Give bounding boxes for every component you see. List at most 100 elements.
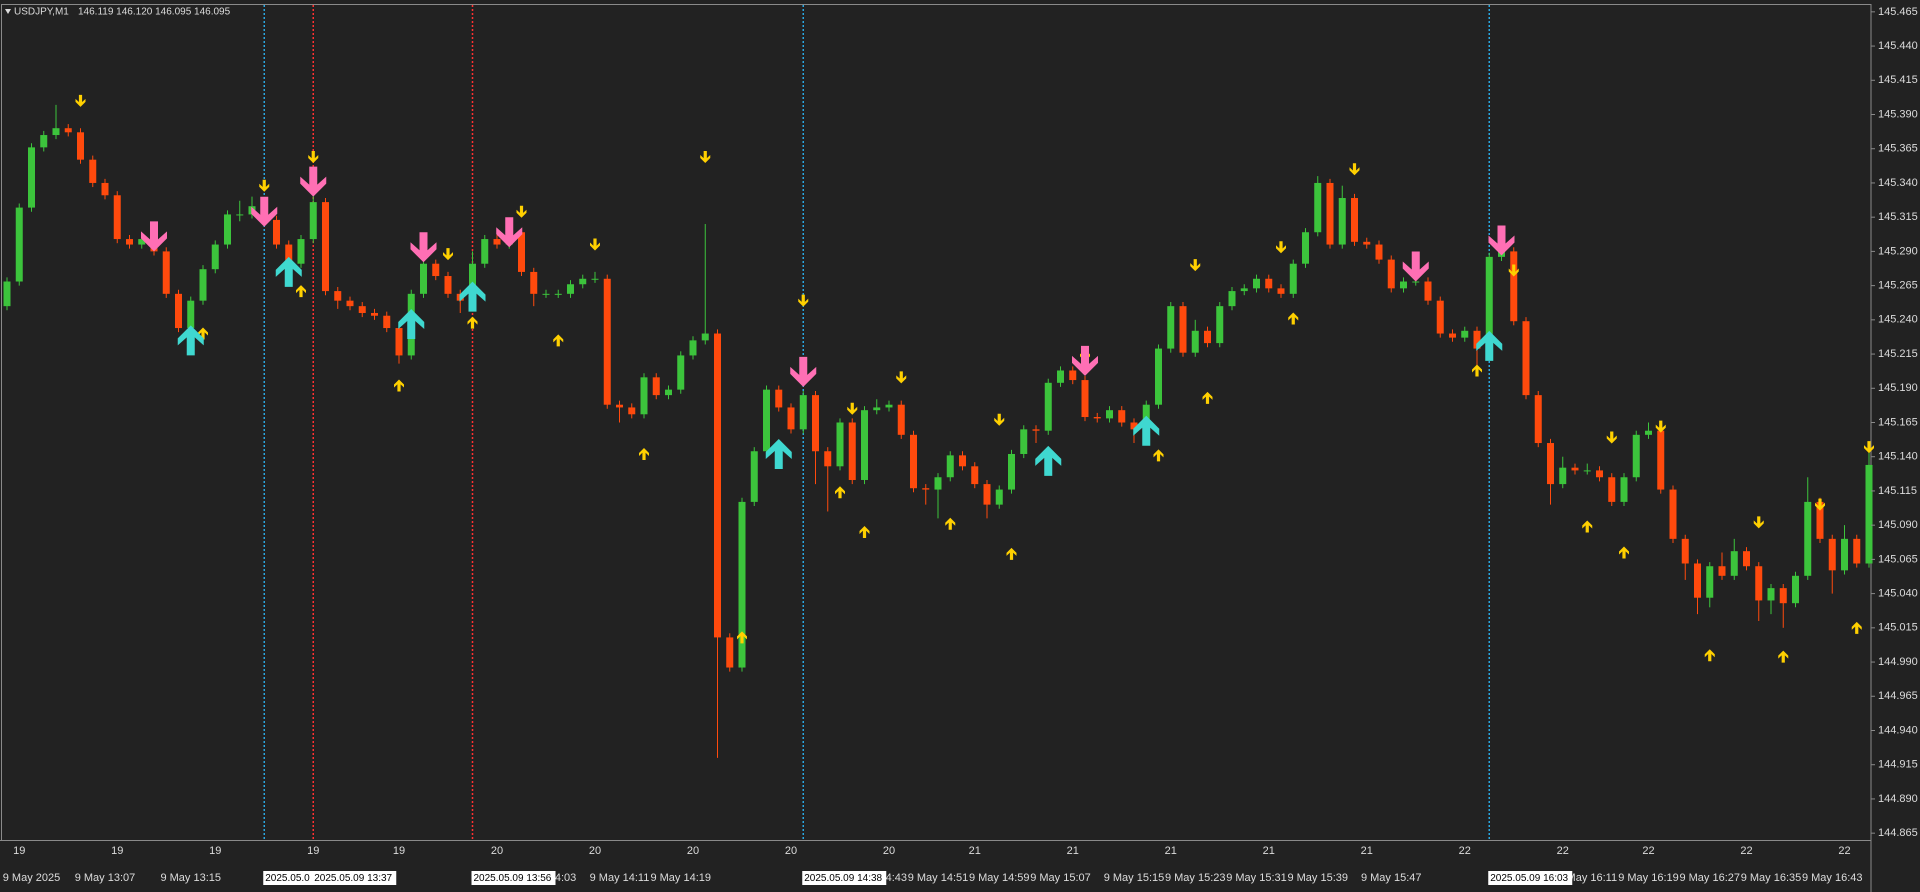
candle-body — [946, 455, 954, 478]
candle-body — [1510, 251, 1518, 322]
candle-body — [493, 239, 501, 245]
signal-arrow — [590, 238, 600, 251]
signal-arrow — [1349, 163, 1360, 176]
candles — [3, 104, 1873, 758]
time-highlight-box — [802, 871, 887, 885]
candle-body — [285, 244, 293, 264]
signal-arrow — [1402, 251, 1429, 282]
signal-arrow — [896, 371, 907, 384]
candle-body — [812, 395, 819, 452]
candle-body — [371, 312, 378, 316]
symbol-title: USDJPY,M1 — [14, 7, 69, 18]
y-tick-label: 145.465 — [1878, 6, 1918, 18]
signal-arrow — [790, 356, 817, 387]
signal-arrow — [1619, 546, 1629, 559]
y-tick-label: 145.040 — [1878, 588, 1918, 600]
candle-body — [1032, 429, 1040, 431]
candle-body — [701, 333, 709, 341]
candle-body — [1044, 382, 1052, 431]
day-label: 19 — [307, 845, 319, 857]
signal-arrow — [765, 438, 792, 469]
time-label: 9 May 13:07 — [75, 872, 136, 884]
candle-body — [1069, 370, 1077, 381]
candle-body — [1816, 501, 1824, 539]
candle-body — [1645, 430, 1652, 435]
candle-body — [1632, 434, 1640, 478]
candle-body — [3, 281, 11, 307]
y-tick-label: 145.215 — [1878, 348, 1918, 360]
candle-body — [542, 293, 550, 295]
time-highlight-box — [1488, 871, 1573, 885]
candle-body — [1253, 278, 1260, 289]
candle-body — [1338, 198, 1346, 245]
candle-body — [1424, 281, 1432, 301]
signal-arrow — [410, 232, 437, 263]
signal-arrow — [1815, 498, 1825, 511]
day-label: 21 — [1165, 845, 1177, 857]
candle-body — [297, 239, 305, 264]
candle-body — [1130, 422, 1138, 430]
time-highlight-label: 2025.05.09 14:38 — [804, 873, 882, 884]
candle-body — [1559, 467, 1567, 485]
time-label: 9 May 13:15 — [160, 872, 221, 884]
candle-body — [1093, 417, 1101, 419]
candle-body — [554, 293, 562, 295]
candle-body — [1216, 306, 1224, 344]
candle-body — [1191, 330, 1199, 353]
menu-triangle[interactable] — [5, 9, 11, 14]
signal-arrow — [945, 517, 956, 530]
candle-body — [187, 300, 195, 329]
candle-body — [530, 271, 538, 294]
candle-body — [1571, 467, 1579, 471]
candle-body — [1547, 443, 1554, 485]
candle-body — [1363, 241, 1371, 245]
candle-body — [1755, 566, 1763, 601]
day-label: 20 — [687, 845, 699, 857]
candle-body — [1534, 395, 1542, 444]
signal-arrow — [1606, 431, 1617, 444]
time-label: 9 May 15:15 — [1104, 872, 1165, 884]
candle-body — [726, 637, 734, 668]
y-tick-label: 145.365 — [1878, 143, 1918, 155]
candle-body — [677, 355, 685, 390]
candle-body — [922, 488, 930, 490]
signal-arrow — [443, 248, 453, 261]
candle-body — [138, 239, 146, 245]
candle-body — [1865, 464, 1873, 564]
candle-body — [1020, 429, 1028, 454]
candle-body — [1804, 501, 1812, 576]
candle-body — [518, 232, 525, 272]
candle-body — [1694, 563, 1701, 598]
time-label: 9 May 15:47 — [1361, 872, 1422, 884]
day-label: 22 — [1838, 845, 1850, 857]
time-label: 9 May 14:51 — [908, 872, 969, 884]
candle-body — [1522, 321, 1530, 396]
candle-body — [1277, 288, 1285, 294]
candle-body — [885, 404, 893, 408]
signal-arrow — [1508, 264, 1519, 277]
candle-body — [1289, 263, 1297, 294]
candle-body — [1596, 470, 1603, 478]
y-tick-label: 145.290 — [1878, 245, 1918, 257]
candle-body — [162, 251, 170, 294]
y-tick-label: 145.240 — [1878, 314, 1918, 326]
y-tick-label: 145.140 — [1878, 451, 1918, 463]
candle-body — [824, 451, 832, 467]
candle-body — [1008, 453, 1015, 490]
ohlc-readout: 146.119 146.120 146.095 146.095 — [78, 7, 231, 18]
candle-body — [1583, 470, 1591, 472]
time-label: 9 May 16:35 — [1741, 872, 1802, 884]
candle-body — [1351, 198, 1358, 242]
candle-body — [64, 128, 72, 133]
time-label: 9 May 15:31 — [1226, 872, 1287, 884]
day-label: 22 — [1740, 845, 1752, 857]
time-label: 9 May 14:19 — [650, 872, 711, 884]
candle-body — [787, 407, 795, 430]
signal-arrow — [835, 486, 845, 499]
time-label: 9 May 14:11 — [590, 872, 650, 884]
day-label: 22 — [1459, 845, 1471, 857]
day-label: 21 — [1067, 845, 1079, 857]
candle-body — [432, 263, 440, 277]
